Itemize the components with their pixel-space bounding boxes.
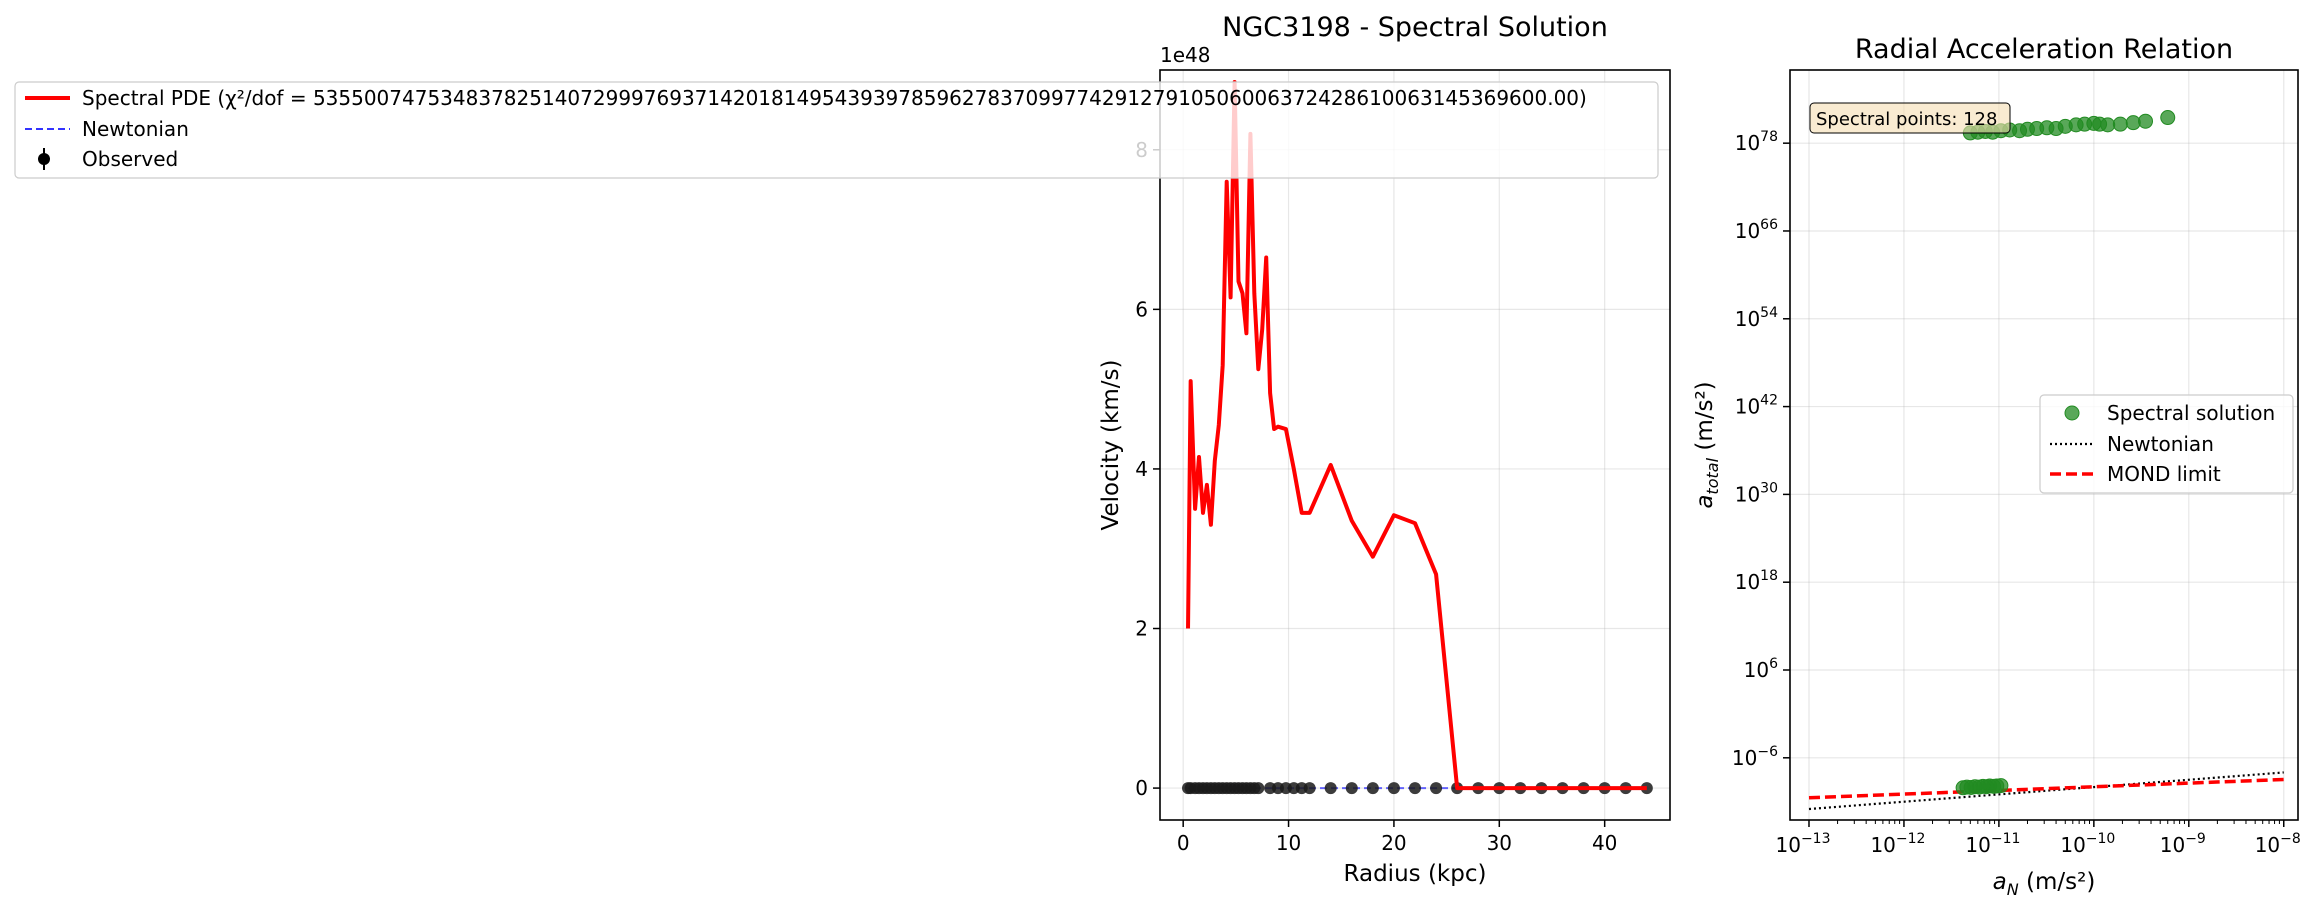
velocity-y-tick-label: 2 [1135, 617, 1148, 641]
rar-legend: Spectral solution Newtonian MOND limit [2039, 394, 2294, 494]
velocity-chart-title: NGC3198 - Spectral Solution [1222, 12, 1608, 43]
velocity-y-multiplier: 1e48 [1160, 43, 1210, 67]
observed-point [1409, 782, 1421, 795]
rar-ticks: 10−13 10−12 10−11 10−10 10−9 10−8 10−6 106 1018 1… [1732, 129, 2301, 857]
rar-x-tick-label: 10−9 [2160, 831, 2206, 857]
rar-y-tick-label: 1018 [1735, 568, 1778, 594]
velocity-legend-box [14, 81, 1659, 179]
rar-x-tick-label: 10−13 [1775, 831, 1830, 857]
spectral-solution-point [2138, 113, 2154, 129]
spectral-solution-point [2160, 110, 2176, 126]
velocity-x-tick-label: 10 [1276, 831, 1301, 855]
spectral-solution-point [1993, 778, 2009, 794]
velocity-panel: 01020304002468 NGC3198 - Spectral Soluti… [1098, 12, 1671, 887]
observed-point [1366, 782, 1379, 795]
legend-spectral-solution-label: Spectral solution [2107, 401, 2275, 425]
spectral-solution-point [2100, 117, 2116, 133]
legend-newtonian-label: Newtonian [82, 117, 189, 141]
velocity-x-tick-label: 20 [1381, 831, 1406, 855]
spectral-points-annotation: Spectral points: 128 [1809, 102, 2011, 134]
observed-point [1345, 782, 1358, 795]
rar-y-label-unit: (m/s²) [1692, 381, 1718, 458]
rar-legend-box [2039, 394, 2294, 494]
rar-x-tick-label: 10−12 [1870, 831, 1925, 857]
rar-y-tick-label: 1042 [1735, 393, 1778, 419]
rar-y-label-base: a [1692, 495, 1718, 509]
legend-observed-label: Observed [82, 147, 178, 171]
legend-rar-newtonian-label: Newtonian [2107, 432, 2214, 456]
velocity-legend: Spectral PDE (χ²/dof = 53550074753483782… [14, 81, 1659, 179]
observed-point [1324, 782, 1337, 795]
rar-y-tick-label: 1054 [1735, 305, 1778, 331]
rar-y-tick-label: 1030 [1735, 480, 1778, 506]
rar-y-tick-label: 10−6 [1732, 744, 1778, 770]
velocity-x-tick-label: 0 [1177, 831, 1190, 855]
rar-x-tick-label: 10−11 [1965, 831, 2020, 857]
rar-y-axis-label: atotal (m/s²) [1692, 381, 1722, 508]
rar-y-label-sub: total [1703, 457, 1722, 494]
rar-y-tick-label: 1066 [1735, 217, 1778, 243]
spectral-solution-point [2112, 116, 2128, 132]
velocity-y-tick-label: 6 [1135, 297, 1148, 321]
annotation-box [1809, 102, 2011, 134]
rar-x-axis-label: aN (m/s²) [1993, 869, 2096, 899]
rar-x-label-base: a [1993, 869, 2007, 895]
velocity-y-tick-label: 4 [1135, 457, 1148, 481]
velocity-x-tick-label: 40 [1592, 831, 1617, 855]
velocity-x-tick-label: 30 [1487, 831, 1512, 855]
spectral-pde-line [1186, 79, 1647, 791]
velocity-x-axis-label: Radius (kpc) [1344, 861, 1487, 887]
rar-y-tick-label: 106 [1744, 656, 1778, 682]
rar-y-tick-label: 1078 [1735, 129, 1778, 155]
observed-point [1387, 782, 1400, 795]
rar-x-label-sub: N [2007, 880, 2019, 899]
velocity-axes-frame [1159, 69, 1671, 821]
rar-panel: 10−13 10−12 10−11 10−10 10−9 10−8 10−6 106 1018 1… [1692, 34, 2301, 899]
observed-point [1252, 782, 1265, 795]
velocity-plot-area [1182, 79, 1653, 795]
rar-chart-title: Radial Acceleration Relation [1855, 34, 2233, 65]
annotation-text: Spectral points: 128 [1816, 109, 1997, 130]
legend-observed-marker [38, 148, 50, 170]
legend-spectral-label: Spectral PDE (χ²/dof = 53550074753483782… [82, 86, 1587, 110]
velocity-y-axis-label: Velocity (km/s) [1098, 360, 1124, 531]
legend-mond-label: MOND limit [2107, 462, 2221, 486]
rar-newtonian-line [1808, 771, 2284, 811]
legend-observed-dot [38, 153, 50, 165]
spectral-solution-point [2125, 115, 2141, 131]
rar-x-label-unit: (m/s²) [2019, 869, 2096, 895]
legend-spectral-solution-marker [2064, 405, 2080, 421]
observed-point [1303, 782, 1316, 795]
rar-x-tick-label: 10−8 [2255, 831, 2301, 857]
velocity-y-tick-label: 0 [1135, 776, 1148, 800]
mond-limit-line [1808, 777, 2284, 800]
observed-point [1430, 782, 1443, 795]
rar-x-tick-label: 10−10 [2060, 831, 2115, 857]
